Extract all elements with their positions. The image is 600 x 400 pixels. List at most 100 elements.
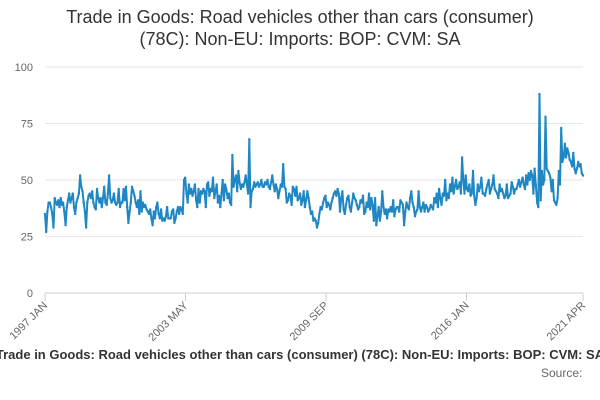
data-point [349,210,353,213]
data-point [401,203,405,207]
data-point [532,192,535,195]
data-point [231,153,234,157]
data-point [554,201,557,204]
data-point [434,201,437,204]
data-point [427,210,430,213]
data-point [263,181,267,184]
data-point [428,208,431,211]
data-point [115,203,118,207]
data-point [232,185,235,188]
data-point [447,196,450,200]
data-point [457,185,460,188]
data-point [223,183,227,186]
data-point [116,201,119,204]
data-point [330,201,333,204]
data-point [132,190,135,193]
data-point [272,183,275,186]
data-point [327,203,331,207]
data-point [531,174,534,177]
data-point [350,201,354,204]
data-point [64,224,67,227]
data-point [78,174,82,177]
data-point [83,210,87,213]
data-point [89,196,93,200]
data-point [80,185,83,188]
data-point [546,169,550,173]
data-point [69,201,72,204]
data-point [407,208,411,211]
data-point [485,187,488,191]
data-point [340,196,343,200]
data-point [128,210,131,213]
data-point [577,160,580,164]
data-point [134,201,137,204]
data-point [440,203,443,207]
data-point [568,158,571,161]
data-point [87,194,90,197]
data-point [211,176,215,179]
data-point [181,212,184,216]
data-point [313,217,316,220]
data-point [421,205,424,209]
data-point [45,230,48,234]
data-point [283,185,286,188]
data-point [450,190,453,193]
data-point [246,192,250,195]
data-point [470,192,473,195]
data-point [378,219,382,222]
data-point [451,176,454,179]
data-point [446,192,449,195]
data-point [487,178,490,182]
data-point [76,196,79,200]
data-point [93,205,96,209]
data-point [233,178,236,182]
data-point [508,194,511,197]
data-point [180,208,183,211]
data-point [492,174,495,177]
data-point [366,205,369,209]
data-point [101,196,105,200]
data-point [103,185,106,188]
data-point [130,185,134,188]
data-point [145,208,148,211]
data-point [159,208,163,211]
data-point [343,212,346,216]
data-point [396,205,400,209]
data-point [86,201,89,204]
data-point [126,205,129,209]
data-point [567,151,570,155]
data-point [94,208,98,211]
data-point [529,169,533,173]
data-point [410,190,413,193]
data-point [369,208,372,211]
data-point [399,199,402,202]
data-point [49,205,53,209]
data-point [262,185,265,188]
data-point [209,187,212,191]
data-point [522,183,525,186]
data-point [300,203,303,207]
data-point [518,185,522,188]
data-point [558,183,562,186]
data-point [384,208,388,211]
data-point [439,196,442,200]
data-point [163,219,166,222]
data-point [158,217,162,220]
data-point [296,199,299,202]
data-point [135,205,139,209]
data-point [288,192,291,195]
y-tick-label: 25 [21,232,33,244]
data-point [240,183,244,186]
data-point [342,208,345,211]
data-point [301,199,304,202]
data-point [74,212,77,216]
data-point [512,192,516,195]
data-point [561,160,564,164]
data-point [545,167,548,170]
data-point [284,187,287,191]
data-point [170,210,174,213]
data-point [453,185,456,188]
data-point [454,178,458,182]
data-point [540,169,544,173]
data-point [268,187,272,191]
